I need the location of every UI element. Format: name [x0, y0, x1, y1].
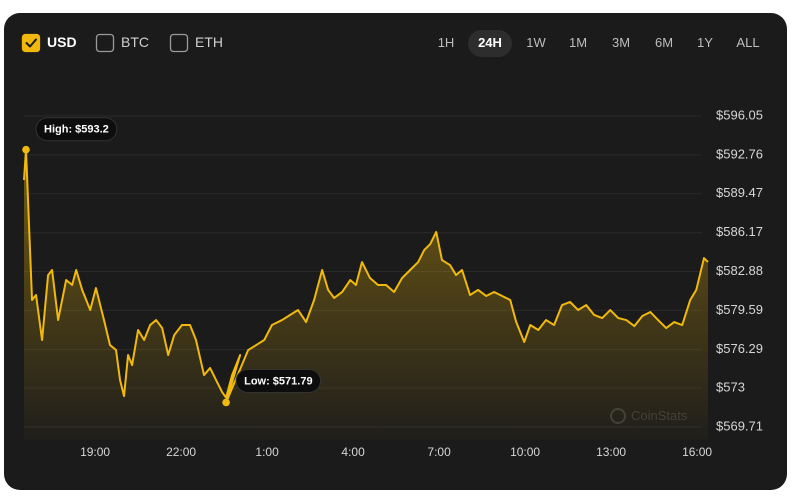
range-button[interactable]: 6M: [655, 35, 673, 50]
annotation: High: $593.2: [35, 117, 118, 142]
range-button[interactable]: 24H: [468, 30, 512, 57]
extreme-dot: [22, 145, 30, 154]
y-tick-label: $589.47: [716, 185, 763, 200]
x-tick-label: 16:00: [682, 445, 712, 459]
extreme-dot: [222, 398, 230, 407]
checkbox[interactable]: [95, 33, 115, 53]
checkmark: [25, 38, 37, 48]
range-label[interactable]: ALL: [736, 35, 759, 50]
range-button[interactable]: 1W: [526, 35, 546, 50]
checkbox[interactable]: [21, 33, 41, 53]
y-tick-label: $596.05: [716, 107, 763, 122]
x-tick-label: 22:00: [166, 445, 196, 459]
range-label[interactable]: 1Y: [697, 35, 713, 50]
x-tick-label: 19:00: [80, 445, 110, 459]
currency-label[interactable]: USD: [47, 34, 77, 50]
range-button[interactable]: 1H: [438, 35, 455, 50]
y-tick-label: $579.59: [716, 302, 763, 317]
x-tick-label: 13:00: [596, 445, 626, 459]
x-tick-label: 10:00: [510, 445, 540, 459]
range-button[interactable]: 1Y: [697, 35, 713, 50]
checkbox[interactable]: [169, 33, 189, 53]
range-label[interactable]: 3M: [612, 35, 630, 50]
currency-label[interactable]: ETH: [195, 34, 223, 50]
annotation-text: High: $593.2: [44, 124, 109, 136]
range-selected-bg: [468, 30, 512, 57]
currency-label[interactable]: BTC: [121, 34, 149, 50]
y-tick-label: $582.88: [716, 263, 763, 278]
range-label[interactable]: 1M: [569, 35, 587, 50]
y-tick-label: $573: [716, 380, 745, 395]
y-tick-label: $586.17: [716, 224, 763, 239]
range-label[interactable]: 24H: [478, 35, 502, 50]
currency-toggle[interactable]: BTC: [95, 33, 150, 53]
y-tick-label: $569.71: [716, 418, 763, 433]
area: [24, 149, 708, 440]
x-tick-label: 4:00: [341, 445, 365, 459]
annotation-text: Low: $571.79: [244, 375, 312, 387]
range-label[interactable]: 6M: [655, 35, 673, 50]
x-tick-label: 1:00: [255, 445, 279, 459]
annotation-pill: [35, 117, 118, 142]
range-button[interactable]: ALL: [736, 35, 759, 50]
range-button[interactable]: 1M: [569, 35, 587, 50]
y-tick-label: $576.29: [716, 341, 763, 356]
price-line: [23, 148, 709, 404]
annotation-pill: [235, 368, 322, 393]
range-button[interactable]: 3M: [612, 35, 630, 50]
y-tick-label: $592.76: [716, 146, 763, 161]
x-tick-label: 7:00: [427, 445, 451, 459]
annotation: Low: $571.79: [235, 368, 322, 393]
range-label[interactable]: 1H: [438, 35, 455, 50]
currency-toggle[interactable]: ETH: [169, 33, 224, 53]
currency-toggle[interactable]: USD: [21, 33, 77, 53]
range-label[interactable]: 1W: [526, 35, 546, 50]
